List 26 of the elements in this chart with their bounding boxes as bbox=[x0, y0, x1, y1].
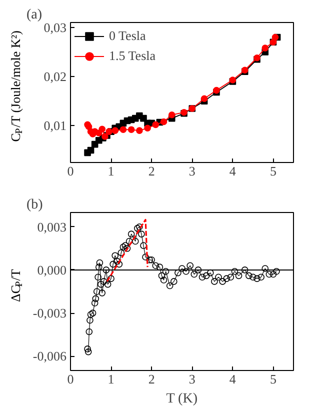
x-tick-label: 0 bbox=[67, 164, 74, 178]
x-tick-label: 2 bbox=[148, 372, 155, 386]
y-axis-title: CP/T (Joule/mole K²) bbox=[8, 30, 25, 142]
legend-label: 0 Tesla bbox=[109, 28, 146, 44]
x-tick-label: 2 bbox=[148, 164, 155, 178]
y-axis-title: ΔCP/T bbox=[8, 269, 25, 302]
x-tick-label: 5 bbox=[270, 164, 276, 178]
y-tick-label: 0,003 bbox=[37, 219, 66, 234]
x-tick-label: 3 bbox=[188, 164, 196, 178]
text: (b) bbox=[26, 198, 44, 212]
x-axis-title: T (K) bbox=[166, 392, 198, 406]
x-tick-label: 3 bbox=[188, 372, 196, 386]
x-tick-label: 0 bbox=[67, 372, 74, 386]
x-tick-label: 4 bbox=[229, 164, 236, 178]
x-tick-label: 1 bbox=[108, 372, 114, 386]
legend-label: 1.5 Tesla bbox=[109, 48, 156, 64]
y-tick-label: 0,03 bbox=[44, 20, 66, 35]
y-tick-label: -0,006 bbox=[32, 348, 67, 364]
y-tick-label: -0,003 bbox=[32, 306, 67, 321]
y-tick-label: 0,000 bbox=[37, 262, 66, 278]
x-tick-label: 4 bbox=[229, 372, 236, 386]
y-tick-label: 0,01 bbox=[44, 118, 66, 134]
text: (a) bbox=[26, 8, 42, 22]
y-tick-label: 0,02 bbox=[44, 69, 66, 84]
x-tick-label: 5 bbox=[270, 372, 276, 386]
x-tick-label: 1 bbox=[108, 164, 114, 178]
